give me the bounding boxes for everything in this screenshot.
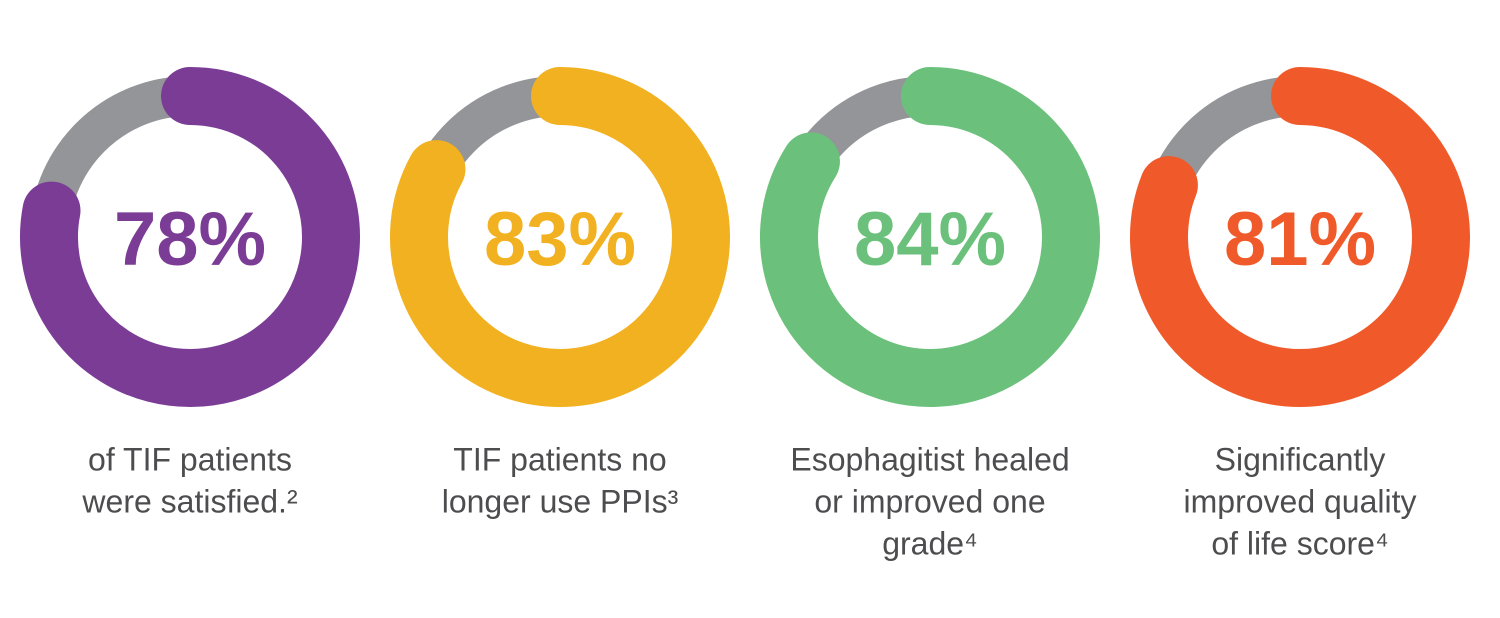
percent-label: 78% [114, 197, 266, 282]
percent-label: 83% [484, 197, 636, 282]
caption-line: TIF patients no [453, 441, 666, 477]
donut-arc [1130, 67, 1470, 407]
donut-arc [20, 67, 360, 407]
donut-arc [760, 67, 1100, 407]
caption-line: of TIF patients [88, 441, 292, 477]
caption-line: or improved one [814, 483, 1045, 519]
caption-line: were satisfied.² [81, 483, 298, 519]
caption-line: grade⁴ [882, 525, 978, 561]
caption-line: improved quality [1184, 483, 1417, 519]
caption-line: longer use PPIs³ [442, 483, 679, 519]
donut-arc [390, 67, 730, 407]
caption-line: of life score⁴ [1211, 525, 1388, 561]
caption-line: Significantly [1215, 441, 1386, 477]
caption-line: Esophagitist healed [790, 441, 1069, 477]
percent-label: 84% [854, 197, 1006, 282]
percent-label: 81% [1224, 197, 1376, 282]
